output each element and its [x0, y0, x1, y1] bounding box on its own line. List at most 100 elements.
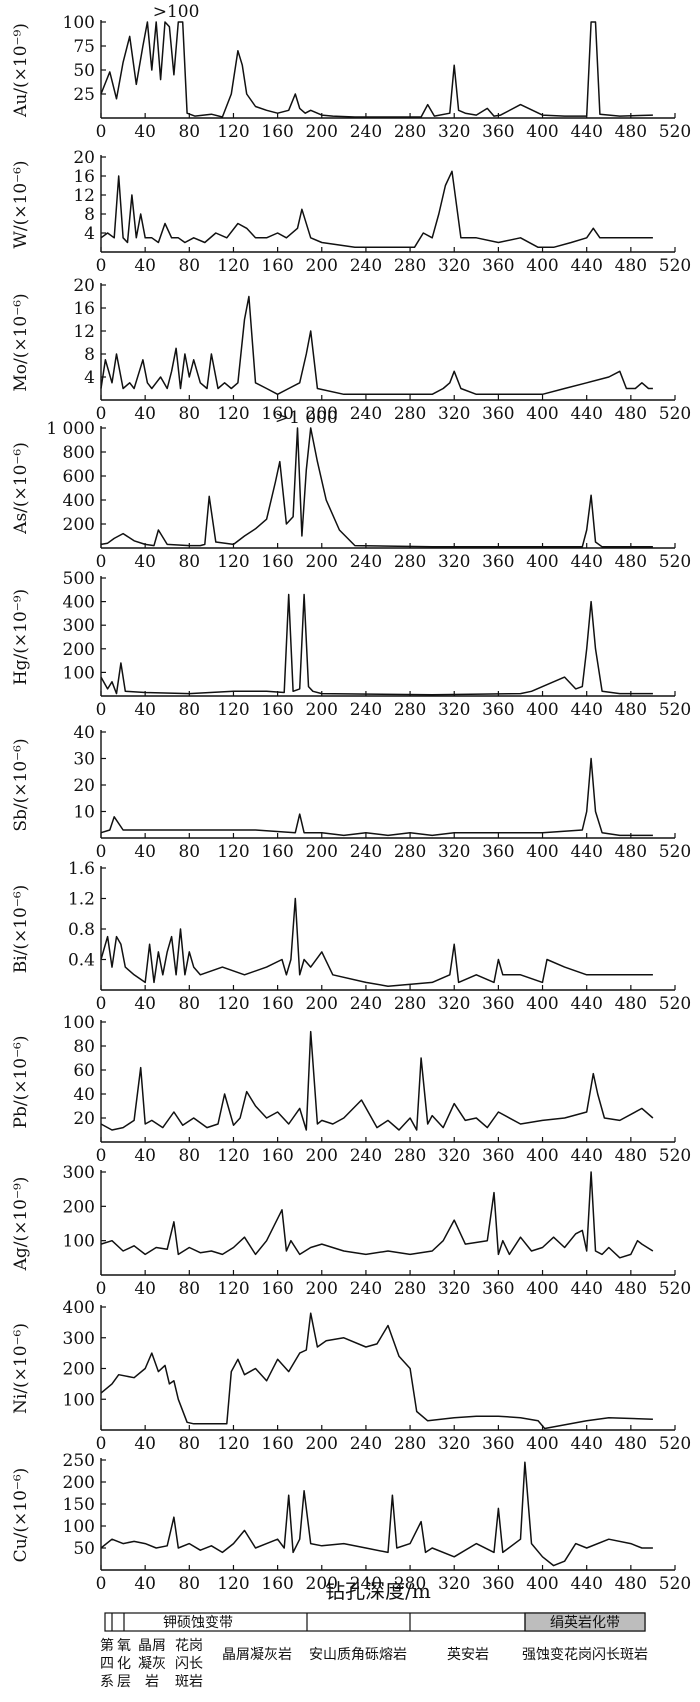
x-tick-label: 0: [96, 122, 107, 142]
x-tick-label: 0: [96, 1434, 107, 1454]
x-tick-label: 40: [134, 1279, 156, 1299]
x-tick-label: 0: [96, 404, 107, 424]
y-tick-label: 80: [73, 1037, 95, 1057]
panel-2: 0 40 80 120 160 200 240 280 320 360 400 440 480 520 20…: [11, 148, 691, 276]
lithology-label-char: 层: [117, 1674, 131, 1690]
x-tick-label: 120: [217, 1146, 249, 1166]
x-tick-label: 360: [482, 552, 514, 572]
lithology-label-char: 凝灰: [138, 1656, 166, 1672]
x-tick-label: 280: [394, 1574, 426, 1594]
x-tick-label: 280: [394, 842, 426, 862]
panel-7: 0 40 80 120 160 200 240 280 320 360 400 440 480 520 1.…: [11, 859, 691, 1014]
x-tick-label: 400: [526, 700, 558, 720]
panel-10: 0 40 80 120 160 200 240 280 320 360 400 440 480 520 40…: [11, 1298, 691, 1454]
lithology-label-char: 闪长: [175, 1656, 203, 1672]
x-tick-label: 520: [659, 552, 691, 572]
x-tick-label: 0: [96, 1279, 107, 1299]
x-tick-label: 520: [659, 842, 691, 862]
y-tick-label: 100: [63, 13, 95, 33]
y-tick-label: 100: [63, 1517, 95, 1537]
x-tick-label: 360: [482, 1434, 514, 1454]
x-tick-label: 360: [482, 700, 514, 720]
y-tick-label: 10: [73, 803, 95, 823]
x-tick-label: 240: [350, 1434, 382, 1454]
x-tick-label: 0: [96, 700, 107, 720]
y-tick-label: 300: [63, 616, 95, 636]
x-tick-label: 160: [261, 1434, 293, 1454]
x-tick-label: 280: [394, 700, 426, 720]
x-tick-label: 280: [394, 1279, 426, 1299]
y-axis-label: Ni/(×10⁻⁶): [11, 1323, 31, 1414]
x-tick-label: 240: [350, 1146, 382, 1166]
y-tick-label: 100: [63, 1013, 95, 1033]
x-tick-label: 480: [615, 1574, 647, 1594]
x-tick-label: 160: [261, 256, 293, 276]
x-tick-label: 200: [306, 700, 338, 720]
x-tick-label: 80: [178, 256, 200, 276]
x-tick-label: 120: [217, 994, 249, 1014]
x-tick-label: 160: [261, 404, 293, 424]
x-tick-label: 80: [178, 552, 200, 572]
x-tick-label: 40: [134, 404, 156, 424]
x-tick-label: 520: [659, 994, 691, 1014]
x-tick-label: 200: [306, 994, 338, 1014]
x-tick-label: 440: [570, 1279, 602, 1299]
y-tick-label: 4: [84, 368, 95, 388]
y-tick-label: 30: [73, 750, 95, 770]
y-tick-label: 12: [73, 322, 95, 342]
x-tick-label: 400: [526, 994, 558, 1014]
x-tick-label: 400: [526, 1279, 558, 1299]
y-tick-label: 100: [63, 663, 95, 683]
x-tick-label: 480: [615, 1434, 647, 1454]
y-tick-label: 400: [63, 1298, 95, 1318]
x-tick-label: 520: [659, 1574, 691, 1594]
x-tick-label: 40: [134, 552, 156, 572]
x-tick-label: 280: [394, 1146, 426, 1166]
zone-label-phyllic: 绢英岩化带: [550, 1614, 620, 1631]
lithology-label-char: 四: [100, 1656, 114, 1672]
x-tick-label: 520: [659, 1279, 691, 1299]
x-tick-label: 400: [526, 404, 558, 424]
y-tick-label: 20: [73, 148, 95, 168]
zone-label-potassic: 钾硕蚀变带: [163, 1615, 233, 1631]
y-axis-label: Sb/(×10⁻⁶): [11, 738, 31, 831]
x-tick-label: 40: [134, 256, 156, 276]
y-tick-label: 250: [63, 1451, 95, 1471]
y-tick-label: 400: [63, 593, 95, 613]
x-tick-label: 160: [261, 700, 293, 720]
y-axis-label: Pb/(×10⁻⁶): [11, 1036, 31, 1129]
x-tick-label: 120: [217, 1279, 249, 1299]
x-tick-label: 440: [570, 994, 602, 1014]
x-tick-label: 440: [570, 404, 602, 424]
x-tick-label: 240: [350, 256, 382, 276]
x-tick-label: 360: [482, 994, 514, 1014]
x-tick-label: 80: [178, 1574, 200, 1594]
x-tick-label: 240: [350, 1279, 382, 1299]
series-line: [100, 757, 653, 837]
y-tick-label: 16: [73, 299, 95, 319]
x-tick-label: 480: [615, 1279, 647, 1299]
x-tick-label: 0: [96, 552, 107, 572]
x-tick-label: 80: [178, 1279, 200, 1299]
x-tick-label: 200: [306, 122, 338, 142]
x-tick-label: 40: [134, 1574, 156, 1594]
lithology-label-char: 系: [100, 1674, 114, 1690]
panel-4: 0 40 80 120 160 200 240 280 320 360 400 440 480 520 1 …: [11, 408, 691, 572]
x-tick-label: 240: [350, 994, 382, 1014]
x-axis-title: 钻孔深度/m: [325, 1579, 431, 1603]
x-tick-label: 240: [350, 1574, 382, 1594]
x-tick-label: 120: [217, 404, 249, 424]
x-tick-label: 0: [96, 842, 107, 862]
x-tick-label: 280: [394, 404, 426, 424]
x-tick-label: 80: [178, 1146, 200, 1166]
panel-5: 0 40 80 120 160 200 240 280 320 360 400 440 480 520 50…: [11, 569, 691, 720]
x-tick-label: 440: [570, 122, 602, 142]
y-tick-label: 200: [63, 1197, 95, 1217]
x-tick-label: 520: [659, 1146, 691, 1166]
x-tick-label: 160: [261, 994, 293, 1014]
x-tick-label: 0: [96, 994, 107, 1014]
y-tick-label: 40: [73, 723, 95, 743]
x-tick-label: 480: [615, 256, 647, 276]
series-line: [100, 593, 653, 696]
lithology-label-char: 斑岩: [175, 1674, 203, 1690]
